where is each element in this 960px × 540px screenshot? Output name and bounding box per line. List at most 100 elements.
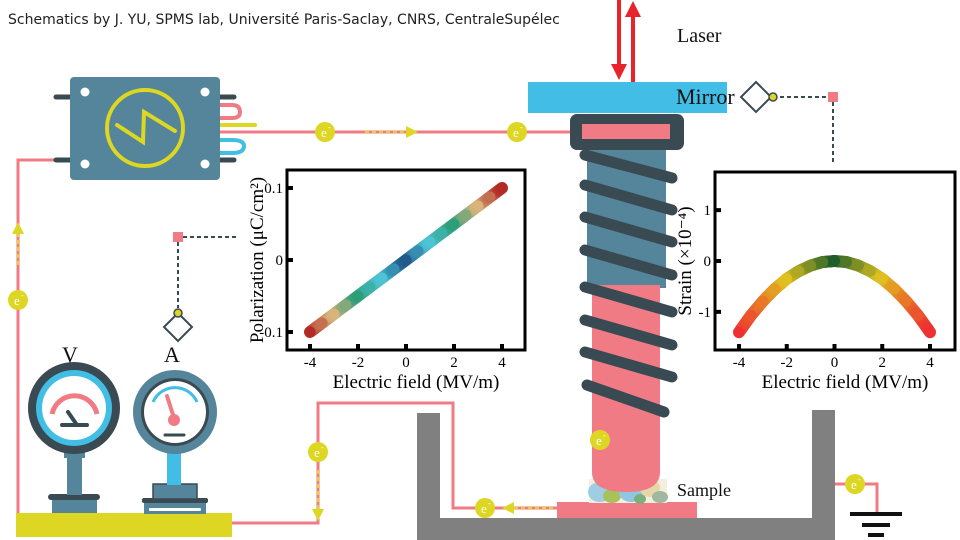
y-tick xyxy=(287,258,293,262)
electron-charge: - xyxy=(321,443,324,452)
x-tick-label: -2 xyxy=(352,355,365,371)
electron-label: e xyxy=(321,125,327,140)
electron-icon: e- xyxy=(475,498,495,518)
data-point xyxy=(852,260,864,272)
sample-tank xyxy=(417,410,835,540)
data-point xyxy=(484,191,496,203)
data-point xyxy=(900,295,912,307)
laser-label: Laser xyxy=(677,25,722,47)
data-series xyxy=(304,182,508,338)
x-tick xyxy=(308,344,312,350)
x-tick xyxy=(784,344,789,350)
y-tick-label: 0 xyxy=(704,254,712,270)
data-point xyxy=(328,308,340,320)
electron-label: e xyxy=(596,433,602,448)
y-tick xyxy=(287,330,293,334)
data-point xyxy=(912,309,924,321)
x-tick xyxy=(356,344,360,350)
electron-icon: e- xyxy=(315,122,335,142)
data-point xyxy=(888,283,900,295)
meter-base xyxy=(16,513,232,537)
y-tick xyxy=(715,309,721,314)
electron-charge: - xyxy=(328,123,331,132)
data-point xyxy=(472,200,484,212)
data-point xyxy=(424,236,436,248)
data-point xyxy=(412,245,424,257)
y-tick-label: 0.1 xyxy=(264,181,283,197)
ac-source-icon xyxy=(105,88,185,168)
voltmeter-needle-icon xyxy=(60,410,89,427)
electron-label: e xyxy=(851,477,857,492)
x-tick-label: 2 xyxy=(450,355,458,371)
electron-charge: - xyxy=(488,499,491,508)
data-point xyxy=(388,263,400,275)
data-point xyxy=(793,265,805,277)
data-point xyxy=(352,290,364,302)
electron-icon: e- xyxy=(845,474,865,494)
electron-charge: - xyxy=(520,123,523,132)
ground-icon xyxy=(850,512,902,537)
voltmeter-label: V xyxy=(62,342,78,367)
polarization-chart: -4 -2 0 2 4 0.1 0 -0.1 Electric field (MV/m) Pola… xyxy=(247,162,535,393)
mirror-label: Mirror xyxy=(676,84,735,109)
data-point xyxy=(829,255,840,267)
x-tick xyxy=(500,344,504,350)
data-point xyxy=(745,309,757,321)
data-point xyxy=(924,326,936,338)
data-point xyxy=(340,299,352,311)
electron-label: e xyxy=(14,293,20,308)
y-tick xyxy=(715,208,721,213)
x-tick-label: -2 xyxy=(781,355,794,371)
data-point xyxy=(781,273,793,285)
caption: Schematics by J. YU, SPMS lab, Universit… xyxy=(8,12,560,28)
data-point xyxy=(840,256,852,268)
y-tick xyxy=(715,259,721,263)
data-point xyxy=(316,317,328,329)
strain-chart: -4 -2 0 2 4 1 0 -1 Electric field (MV/m) Strain (… xyxy=(675,164,960,393)
ammeter xyxy=(133,370,217,514)
data-point xyxy=(757,295,769,307)
x-tick xyxy=(832,344,837,350)
x-axis-label: Electric field (MV/m) xyxy=(762,372,929,393)
mirror-probe-connector xyxy=(739,80,838,163)
sample-label: Sample xyxy=(677,480,731,500)
electron-label: e xyxy=(513,125,519,140)
electron-icon: e- xyxy=(507,122,527,142)
electron-charge: - xyxy=(858,475,861,484)
x-tick xyxy=(404,344,408,350)
power-generator[interactable] xyxy=(53,77,257,180)
ammeter-probe-connector xyxy=(162,232,238,343)
x-tick-label: 4 xyxy=(926,355,934,371)
data-point xyxy=(448,218,460,230)
data-point xyxy=(304,326,316,338)
data-point xyxy=(496,182,508,194)
bottom-electrode xyxy=(557,502,697,518)
data-point xyxy=(376,272,388,284)
y-tick-label: -1 xyxy=(699,305,712,321)
y-tick-label: 1 xyxy=(704,203,712,219)
x-tick-label: -4 xyxy=(304,355,317,371)
electron-badges: e - e -e -e - e -e -e - xyxy=(8,122,865,518)
data-point xyxy=(805,260,817,272)
data-point xyxy=(876,273,888,285)
electron-icon: e- xyxy=(308,442,328,462)
mirror xyxy=(528,82,727,113)
x-tick xyxy=(452,344,456,350)
y-axis-label: Polarization (μC/cm²) xyxy=(247,177,268,343)
wire-meters-to-plate xyxy=(232,401,558,525)
data-point xyxy=(864,265,876,277)
data-point xyxy=(460,209,472,221)
electron-label: e xyxy=(314,445,320,460)
electron-charge: - xyxy=(21,291,24,300)
x-tick xyxy=(880,344,885,350)
data-point xyxy=(817,256,829,268)
data-series xyxy=(733,255,936,339)
ammeter-label: A xyxy=(164,342,180,367)
x-tick-label: -4 xyxy=(733,355,746,371)
electron-charge: - xyxy=(603,431,606,440)
x-tick-label: 4 xyxy=(498,355,506,371)
x-tick-label: 0 xyxy=(402,355,410,371)
y-tick-label: -0.1 xyxy=(259,325,283,341)
voltmeter xyxy=(28,362,120,513)
